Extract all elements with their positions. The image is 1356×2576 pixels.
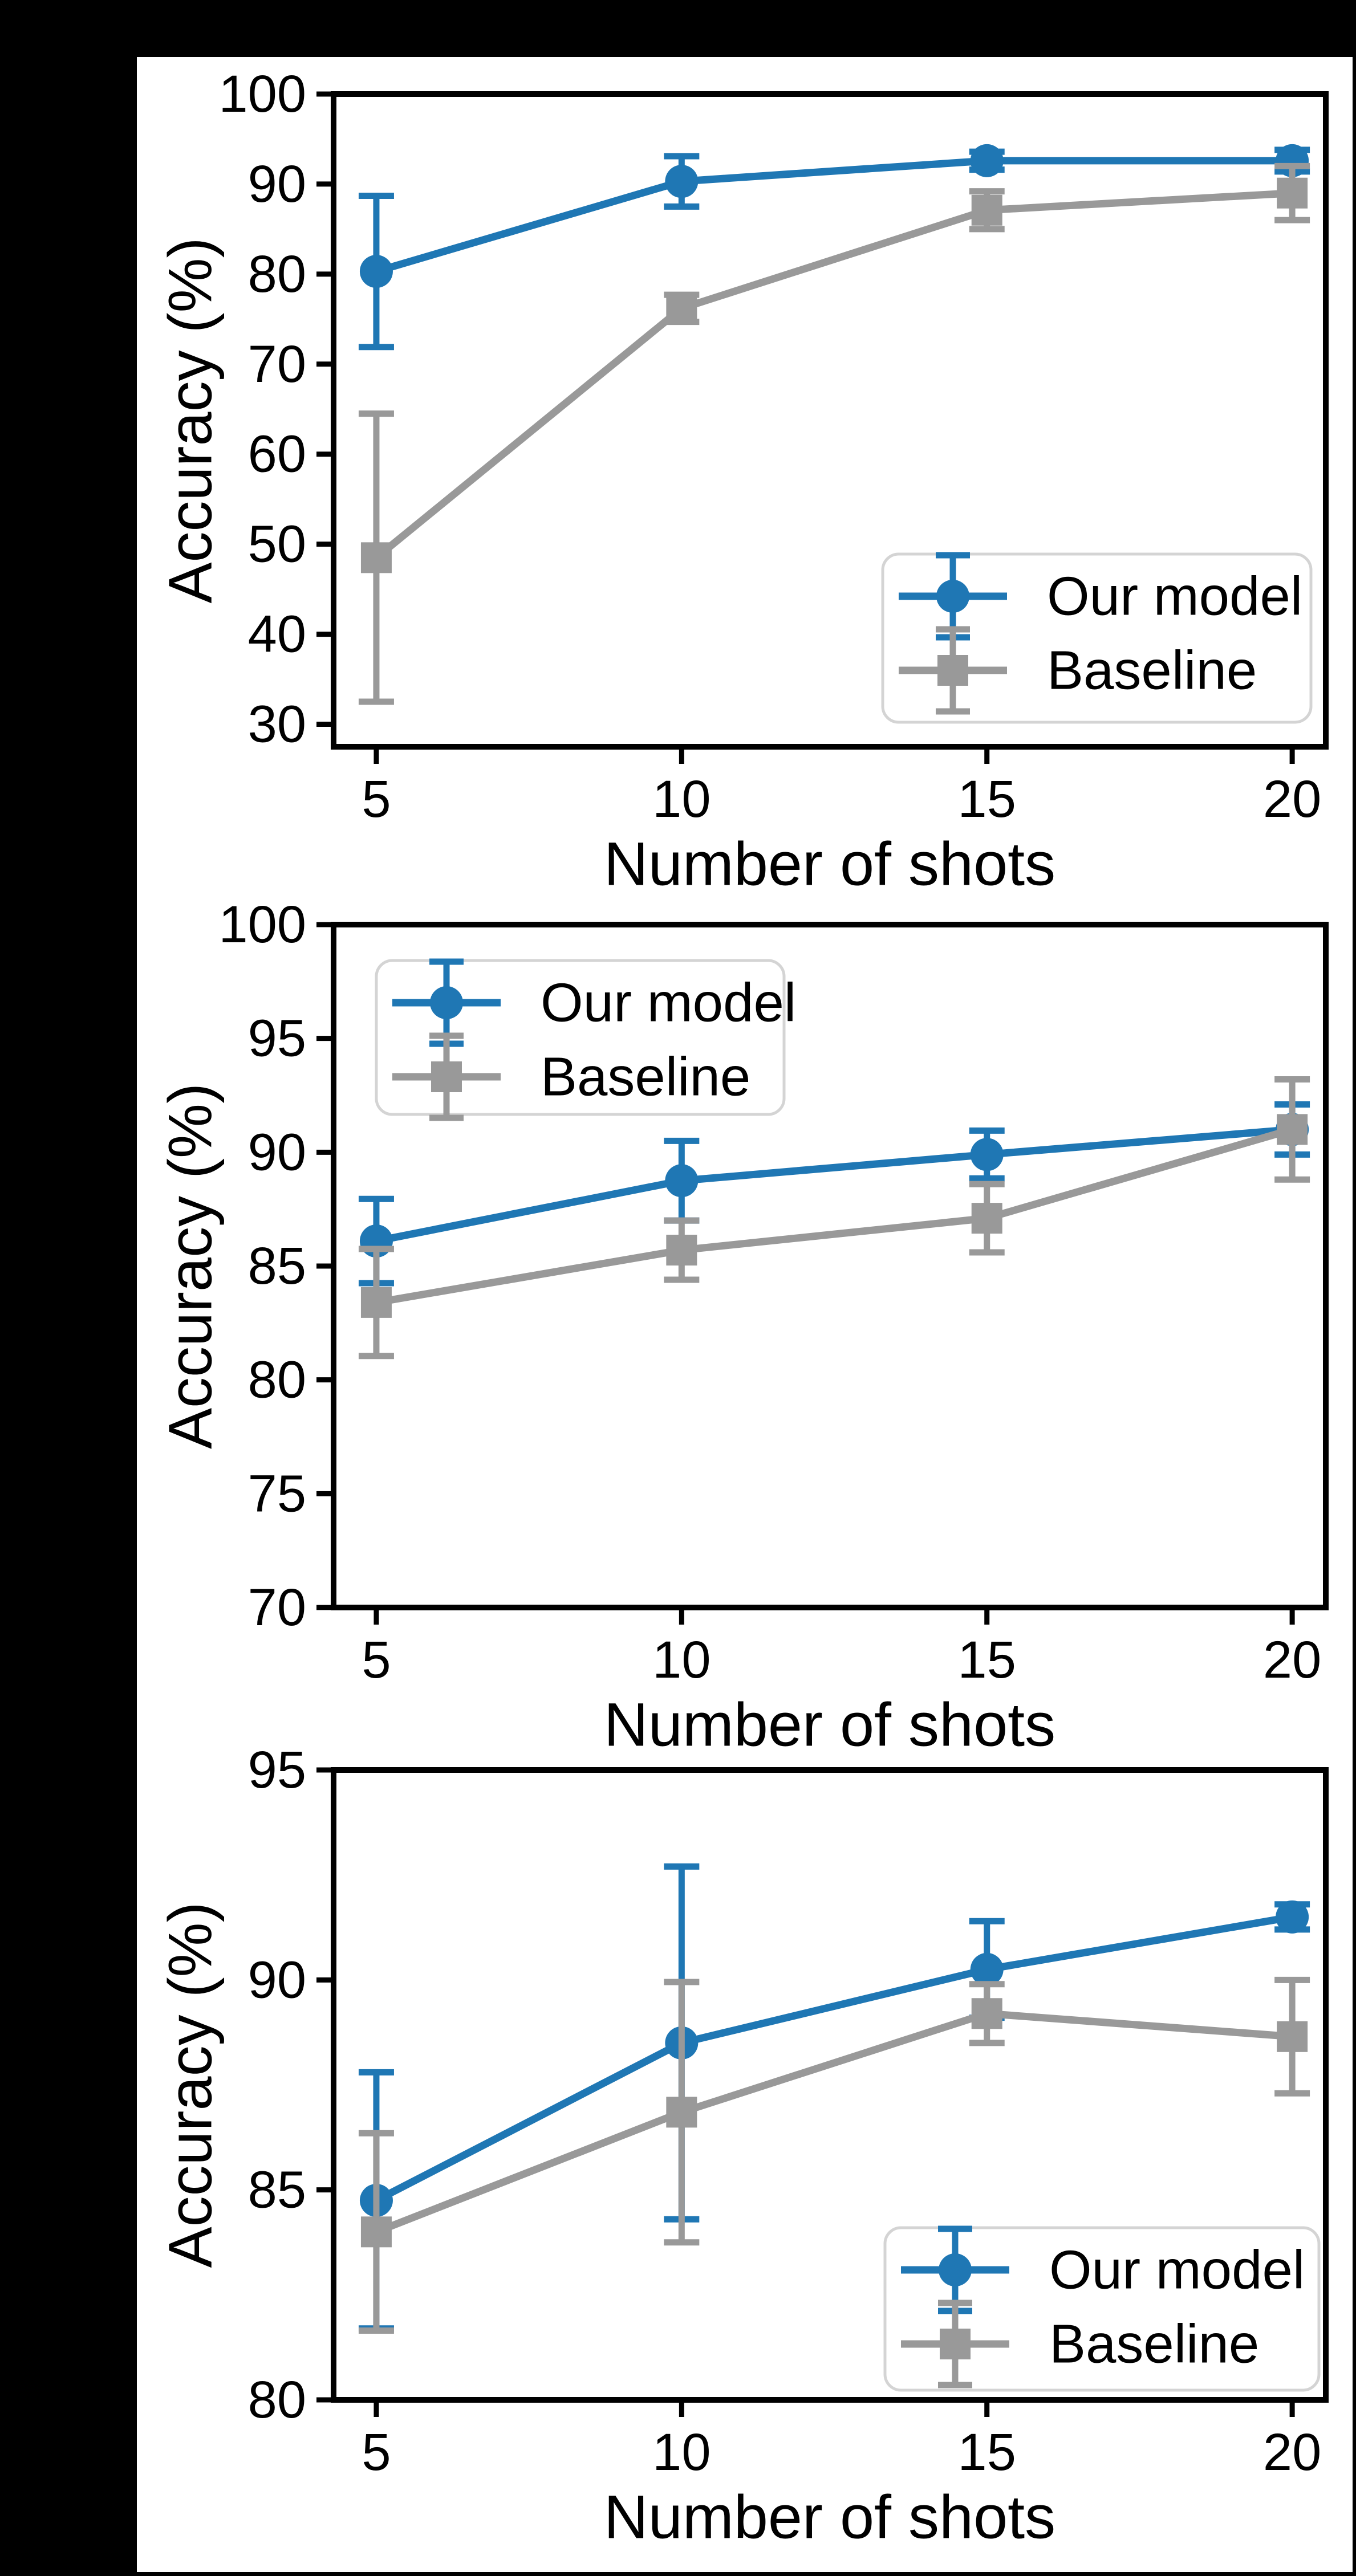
legend-label: Our model <box>1049 2240 1305 2301</box>
data-point-marker-square <box>971 194 1002 226</box>
x-axis-tick-label: 20 <box>1263 770 1321 828</box>
legend-marker-circle <box>939 2253 972 2286</box>
data-point-marker-circle <box>1276 1900 1309 1934</box>
plot-frame <box>331 91 1329 750</box>
y-axis-tick-label: 80 <box>248 2371 306 2429</box>
y-axis-label: Accuracy (%) <box>156 1902 225 2268</box>
x-axis-tick-label: 20 <box>1263 2423 1321 2481</box>
data-point-marker-circle <box>970 1138 1004 1171</box>
data-point-marker-square <box>360 542 392 573</box>
legend-label: Baseline <box>1049 2314 1259 2375</box>
x-axis-label: Number of shots <box>604 1690 1055 1759</box>
x-axis-tick-label: 15 <box>958 1631 1016 1689</box>
figure-panel <box>137 57 1353 2572</box>
data-point-marker-circle <box>665 165 699 198</box>
data-point-marker-circle <box>970 1952 1004 1986</box>
legend-marker-square <box>940 2329 971 2359</box>
chart-accuracy-vs-shots-bottom: 5 10 15 20 80 85 90 95 Number of shots Accuracy (… <box>156 1741 1329 2551</box>
data-point-marker-square <box>971 1203 1002 1234</box>
plot-frame <box>331 1767 1329 2403</box>
y-axis-tick-label: 60 <box>248 425 306 483</box>
x-axis-label: Number of shots <box>604 2483 1055 2551</box>
x-axis-tick-label: 10 <box>652 1631 711 1689</box>
series-line-baseline <box>373 189 1293 561</box>
data-point-marker-square <box>666 292 697 324</box>
y-axis-tick-label: 50 <box>248 515 306 573</box>
data-point-marker-square <box>1277 1114 1308 1145</box>
series-line-baseline <box>375 2009 1293 2236</box>
x-axis-tick-label: 5 <box>362 1631 391 1689</box>
y-axis-tick-label: 95 <box>248 1010 306 1068</box>
series-line-our-model <box>374 1913 1293 2204</box>
x-axis-label: Number of shots <box>604 829 1055 898</box>
data-point-marker-square <box>360 1287 392 1318</box>
data-point-marker-circle <box>665 1164 699 1198</box>
y-axis-tick-label: 70 <box>248 335 306 393</box>
series-line-baseline <box>375 1126 1293 1307</box>
data-point-marker-circle <box>359 255 393 288</box>
legend-label: Our model <box>1047 566 1302 627</box>
series-line-our-model <box>375 157 1293 275</box>
x-axis-tick-label: 15 <box>958 2423 1016 2481</box>
chart-accuracy-vs-shots-middle: 5 10 15 20 70 75 80 85 90 95 100 Number of shots Acc… <box>156 896 1329 1759</box>
y-axis-tick-label: 40 <box>248 605 306 664</box>
y-axis-tick-label: 90 <box>248 155 306 213</box>
x-axis-tick-label: 10 <box>652 2423 711 2481</box>
data-point-marker-square <box>971 1998 1002 2029</box>
y-axis-tick-label: 100 <box>219 65 307 123</box>
y-axis-label: Accuracy (%) <box>156 1083 225 1449</box>
y-axis-tick-label: 95 <box>248 1741 306 1799</box>
chart-accuracy-vs-shots-top: 5 10 15 20 30 40 50 60 70 80 90 100 Number of shots A… <box>156 65 1329 898</box>
y-axis-tick-label: 90 <box>248 1951 306 2009</box>
y-axis-tick-label: 85 <box>248 1237 306 1295</box>
data-point-marker-square <box>1277 2021 1308 2052</box>
series-line-our-model <box>375 1125 1293 1245</box>
y-axis-tick-label: 70 <box>248 1578 306 1637</box>
y-axis-tick-label: 75 <box>248 1464 306 1523</box>
y-axis-tick-label: 85 <box>248 2161 306 2219</box>
y-axis-tick-label: 30 <box>248 695 306 754</box>
y-axis-tick-label: 80 <box>248 1351 306 1409</box>
x-axis-tick-label: 10 <box>652 770 711 828</box>
y-axis-label: Accuracy (%) <box>156 237 225 603</box>
y-axis-tick-label: 100 <box>219 896 307 954</box>
x-axis-tick-label: 20 <box>1263 1631 1321 1689</box>
legend-label: Our model <box>541 972 796 1033</box>
x-axis-tick-label: 5 <box>362 770 391 828</box>
legend-marker-circle <box>430 986 463 1019</box>
data-point-marker-square <box>666 2097 697 2128</box>
data-point-marker-square <box>360 2216 392 2248</box>
data-point-marker-circle <box>970 144 1004 177</box>
legend-label: Baseline <box>1047 640 1257 701</box>
legend-label: Baseline <box>541 1047 750 1108</box>
data-point-marker-square <box>666 1235 697 1266</box>
x-axis-tick-label: 15 <box>958 770 1016 828</box>
y-axis-tick-label: 90 <box>248 1123 306 1181</box>
legend-marker-circle <box>936 580 969 613</box>
legend-marker-square <box>431 1061 462 1092</box>
data-point-marker-square <box>1277 177 1308 209</box>
legend-marker-square <box>937 655 968 686</box>
y-axis-tick-label: 80 <box>248 245 306 303</box>
x-axis-tick-label: 5 <box>362 2423 391 2481</box>
